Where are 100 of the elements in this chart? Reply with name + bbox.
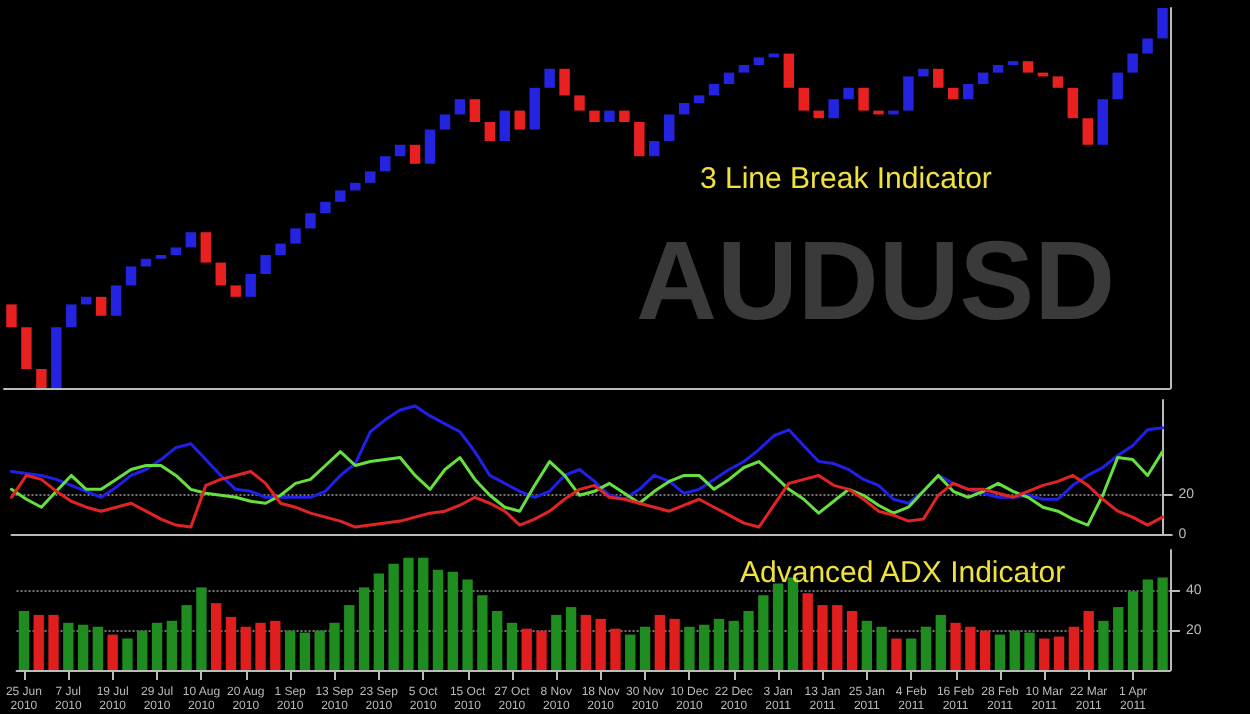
- candlestick: [783, 53, 795, 88]
- bar: [595, 618, 606, 670]
- bar: [536, 630, 547, 670]
- bar: [270, 620, 281, 670]
- candlestick: [95, 296, 107, 316]
- bar: [211, 603, 222, 670]
- candlestick: [215, 262, 226, 286]
- bar: [965, 626, 976, 670]
- candlestick: [1082, 118, 1094, 145]
- candlestick: [843, 87, 854, 100]
- bar: [625, 634, 636, 670]
- bar: [521, 628, 532, 670]
- candlestick: [110, 285, 122, 316]
- annotation: AUDUSD: [636, 217, 1116, 343]
- bar: [1024, 632, 1035, 670]
- bar: [107, 634, 118, 670]
- candlestick: [439, 114, 451, 130]
- bar: [861, 620, 873, 670]
- candlestick: [992, 65, 1004, 73]
- bar: [432, 569, 444, 670]
- bar: [950, 622, 961, 670]
- bar: [565, 607, 577, 670]
- candlestick: [858, 87, 869, 111]
- bar: [491, 610, 503, 670]
- candlestick: [21, 327, 32, 369]
- bar: [580, 614, 592, 670]
- bar: [418, 557, 429, 670]
- candlestick: [1157, 8, 1168, 39]
- bar: [314, 630, 325, 670]
- bar: [639, 626, 651, 670]
- candlestick: [977, 72, 989, 84]
- bar: [817, 605, 828, 670]
- bar: [358, 587, 370, 670]
- bar: [506, 622, 518, 670]
- candlestick: [260, 255, 271, 274]
- bar: [906, 638, 917, 670]
- candlestick: [589, 110, 600, 122]
- bar: [137, 630, 148, 670]
- bar: [373, 573, 385, 670]
- candlestick: [290, 228, 301, 244]
- bar: [1068, 626, 1080, 670]
- bar: [654, 614, 665, 670]
- bar: [77, 624, 89, 670]
- bar: [551, 614, 562, 670]
- candlestick: [544, 68, 555, 88]
- bar: [920, 626, 932, 670]
- candlestick: [962, 84, 974, 100]
- bar: [166, 620, 177, 670]
- bar: [994, 634, 1006, 670]
- annotation: Advanced ADX Indicator: [740, 556, 1066, 590]
- candlestick: [1022, 61, 1034, 73]
- candlestick: [948, 87, 959, 100]
- line-series: [9, 404, 1165, 505]
- candlestick: [200, 232, 212, 263]
- candlestick: [275, 243, 286, 255]
- bar: [403, 557, 414, 670]
- bar: [181, 605, 192, 670]
- bar: [255, 622, 266, 670]
- bar: [1009, 630, 1020, 670]
- line-series: [9, 450, 1165, 527]
- bar: [1142, 579, 1153, 670]
- bar: [1053, 636, 1065, 670]
- bar: [743, 610, 754, 670]
- candlestick: [454, 99, 466, 115]
- candlestick: [559, 68, 570, 96]
- bar: [329, 622, 340, 670]
- line-series: [9, 469, 1165, 529]
- bar: [196, 587, 207, 670]
- candlestick: [1127, 53, 1138, 73]
- candlestick: [379, 156, 391, 172]
- candlestick: [1097, 99, 1108, 145]
- bar: [344, 605, 355, 670]
- candlestick: [365, 171, 376, 183]
- bar: [802, 593, 813, 670]
- bar: [1039, 638, 1050, 670]
- candlestick: [663, 114, 675, 141]
- bar: [240, 626, 251, 670]
- bar: [1157, 577, 1168, 670]
- bar: [122, 638, 133, 670]
- bar: [876, 626, 887, 670]
- candlestick: [798, 87, 809, 111]
- candlestick: [409, 144, 421, 164]
- bar: [63, 622, 74, 670]
- bar: [284, 630, 296, 670]
- bar: [669, 618, 680, 670]
- bar: [151, 622, 163, 670]
- annotation: 3 Line Break Indicator: [700, 162, 992, 196]
- bar: [462, 579, 473, 670]
- candlestick: [230, 285, 241, 297]
- candlestick: [245, 274, 256, 297]
- bar: [225, 616, 237, 670]
- candlestick: [634, 122, 645, 157]
- candlestick: [529, 87, 540, 130]
- bar: [18, 610, 30, 670]
- candlestick: [1142, 38, 1153, 54]
- candlestick: [604, 110, 615, 122]
- bar: [891, 638, 902, 670]
- candlestick: [66, 304, 77, 328]
- candlestick: [753, 57, 765, 65]
- bar: [1098, 620, 1109, 670]
